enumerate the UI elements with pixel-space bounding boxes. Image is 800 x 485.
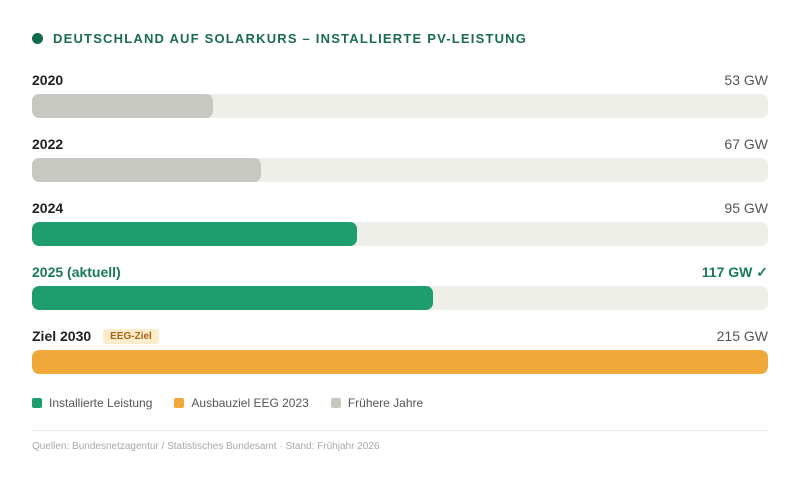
- bar-row: 2020 53 GW: [32, 70, 768, 134]
- bar: [32, 286, 433, 310]
- value-label: 95 GW: [724, 200, 768, 216]
- legend-swatch: [174, 398, 185, 408]
- bar: [32, 222, 357, 246]
- bar-track: [32, 94, 768, 118]
- category-label: Ziel 2030 EEG-Ziel: [32, 328, 159, 344]
- category-label: 2025 (aktuell): [32, 264, 121, 280]
- value-label: 67 GW: [724, 136, 768, 152]
- category-label-text: 2022: [32, 136, 64, 152]
- chart-header: DEUTSCHLAND AUF SOLARKURS – INSTALLIERTE…: [32, 31, 527, 46]
- value-label: 117 GW ✓: [701, 263, 768, 280]
- bar-row: 2025 (aktuell) 117 GW ✓: [32, 262, 768, 326]
- legend-item: Ausbauziel EEG 2023: [174, 396, 309, 410]
- bar-row-header: 2024 95 GW: [32, 198, 768, 218]
- bar-row-header: 2022 67 GW: [32, 134, 768, 154]
- chart-title: DEUTSCHLAND AUF SOLARKURS – INSTALLIERTE…: [53, 31, 528, 46]
- bar-row-header: 2020 53 GW: [32, 70, 768, 90]
- legend-swatch: [32, 398, 42, 408]
- bar: [32, 94, 213, 118]
- category-label-text: 2020: [32, 72, 64, 88]
- bar-list: 2020 53 GW 2022 67 GW 2024 95 GW 2025 (aktuell…: [32, 70, 768, 390]
- legend-label: Installierte Leistung: [49, 396, 153, 410]
- legend-item: Frühere Jahre: [330, 396, 424, 410]
- bar-row: 2024 95 GW: [32, 198, 768, 262]
- category-label: 2024: [32, 200, 63, 216]
- target-badge: EEG-Ziel: [103, 328, 159, 344]
- bar-track: [32, 222, 768, 246]
- value-label: 215 GW: [716, 328, 768, 344]
- bar-track: [32, 158, 768, 182]
- bar-row: 2022 67 GW: [32, 134, 768, 198]
- category-label: 2020: [32, 72, 63, 88]
- source-note: Quellen: Bundesnetzagentur / Statistisch…: [32, 441, 380, 452]
- legend-item: Installierte Leistung: [32, 396, 152, 410]
- category-label: 2022: [32, 136, 63, 152]
- bar: [32, 158, 261, 182]
- bar-track: [32, 286, 768, 310]
- legend-label: Frühere Jahre: [347, 396, 424, 410]
- title-dot-icon: [32, 33, 43, 44]
- bar-row: Ziel 2030 EEG-Ziel 215 GW: [32, 326, 768, 390]
- bar-row-header: 2025 (aktuell) 117 GW ✓: [32, 262, 768, 282]
- value-label: 53 GW: [724, 72, 768, 88]
- category-label-text: 2025 (aktuell): [32, 264, 121, 280]
- bar-row-header: Ziel 2030 EEG-Ziel 215 GW: [32, 326, 768, 346]
- chart-legend: Installierte Leistung Ausbauziel EEG 2023…: [32, 396, 445, 410]
- bar: [32, 350, 768, 374]
- bar-track: [32, 350, 768, 374]
- legend-swatch: [330, 398, 341, 408]
- category-label-text: 2024: [32, 200, 64, 216]
- legend-label: Ausbauziel EEG 2023: [191, 396, 309, 410]
- category-label-text: Ziel 2030: [32, 328, 92, 344]
- divider: [32, 430, 768, 431]
